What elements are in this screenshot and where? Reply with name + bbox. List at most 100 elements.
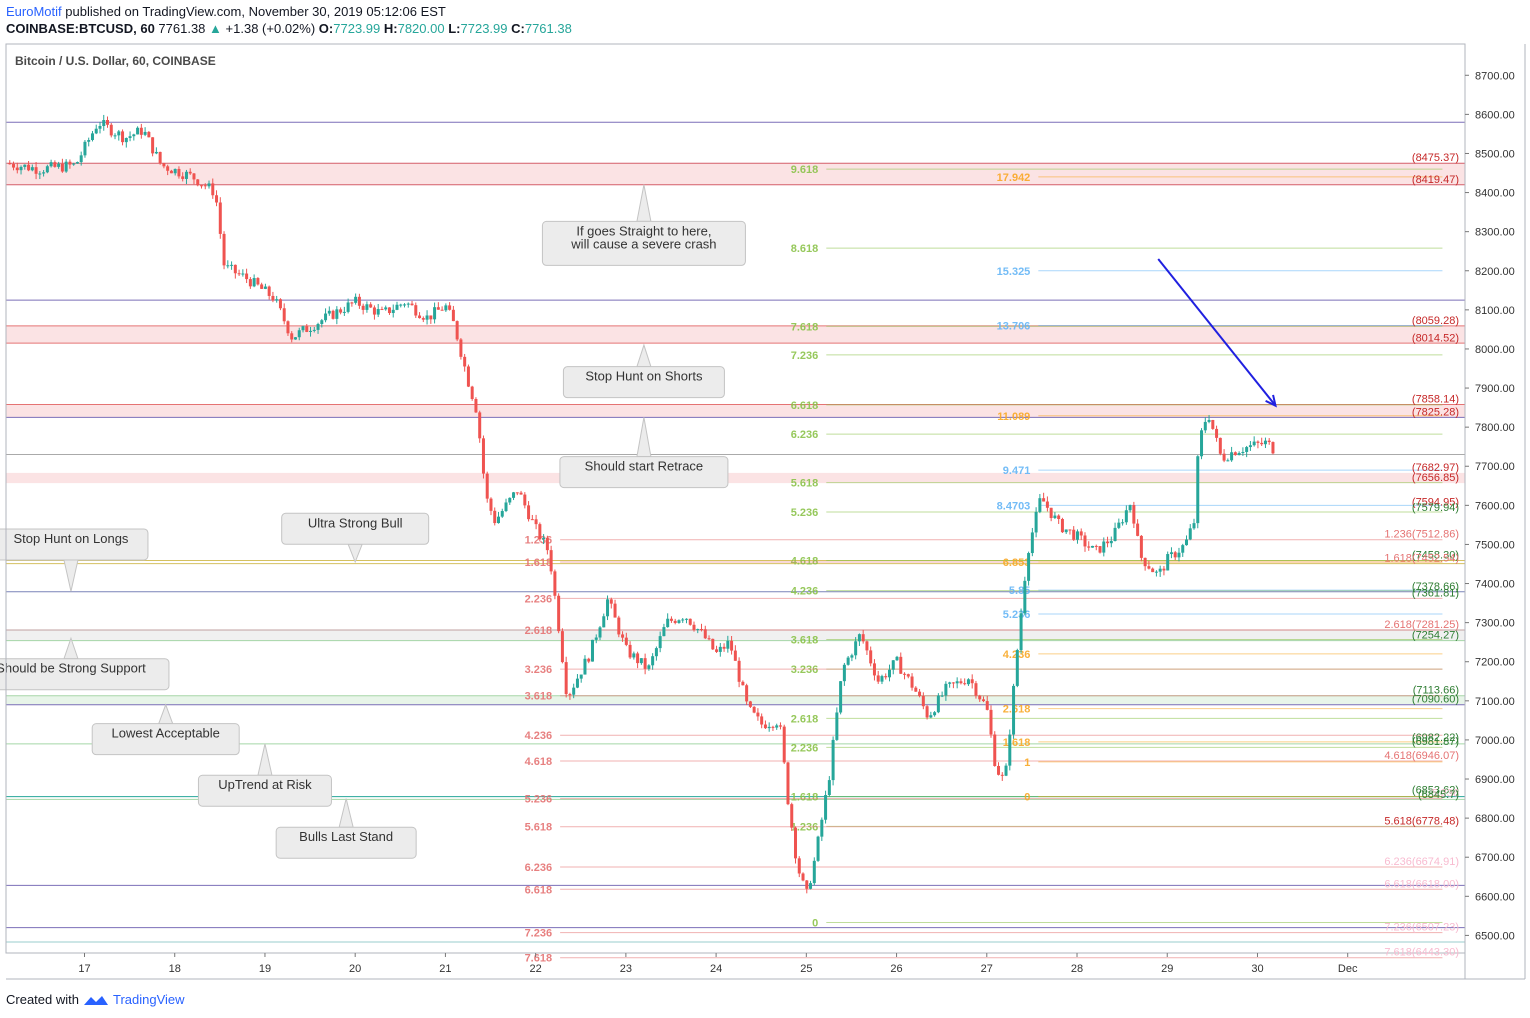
candle-body — [933, 712, 937, 716]
candle-body — [421, 318, 425, 320]
price-axis[interactable]: 6500.00 6600.00 6700.00 6800.00 6900.00 7000.… — [1465, 70, 1515, 942]
fib-label: 4.618 — [791, 555, 819, 567]
level-lines — [6, 121, 1465, 943]
x-tick-label: 28 — [1071, 963, 1083, 975]
candle-body — [1184, 539, 1188, 546]
candle-body — [433, 307, 437, 320]
candle-body — [763, 724, 767, 729]
fib-label: 0 — [1024, 792, 1030, 804]
candle-body — [395, 304, 399, 310]
fib-label: 9.471 — [1003, 465, 1031, 477]
y-tick-label: 8300.00 — [1475, 227, 1515, 239]
candle-body — [1053, 515, 1057, 519]
candle-body — [399, 304, 403, 306]
candle-body — [117, 131, 121, 136]
x-tick-label: 17 — [78, 963, 90, 975]
candle-body — [237, 273, 241, 275]
fib-label: 5.236 — [791, 507, 819, 519]
y-tick-label: 6600.00 — [1475, 891, 1515, 903]
y-tick-label: 8000.00 — [1475, 344, 1515, 356]
candle-body — [545, 537, 549, 551]
candle-body — [15, 167, 19, 171]
time-axis[interactable]: 17 18 19 20 21 22 23 24 25 26 27 28 29 30 Dec — [78, 953, 1358, 975]
candle-body — [891, 660, 895, 670]
fib-label: 7.618 — [791, 321, 819, 333]
level-price-label: 6.236(6674.91) — [1384, 856, 1459, 868]
y-tick-label: 7600.00 — [1475, 500, 1515, 512]
y-tick-label: 7900.00 — [1475, 383, 1515, 395]
level-price-label: (7825.28) — [1412, 406, 1459, 418]
candle-body — [75, 162, 79, 164]
candle-body — [320, 320, 324, 325]
candle-body — [583, 658, 587, 675]
candle-body — [925, 706, 929, 718]
callout-pointer — [63, 636, 79, 660]
candle-body — [827, 780, 831, 796]
fib-label: 5.618 — [525, 822, 553, 834]
high-label: H: — [383, 21, 398, 36]
candle-body — [846, 657, 850, 665]
level-price-label: (7594.95) — [1412, 496, 1459, 508]
tradingview-logo-icon — [83, 995, 108, 1005]
arrow-line — [1157, 258, 1277, 407]
candle-body — [1083, 535, 1087, 547]
candle-body — [1038, 498, 1042, 512]
candle-body — [711, 638, 715, 650]
candle-body — [906, 674, 910, 677]
candle-body — [824, 795, 828, 820]
fib-label: 7.236 — [791, 350, 819, 362]
callout-pointer — [157, 703, 174, 725]
y-tick-label: 6800.00 — [1475, 813, 1515, 825]
candle-body — [8, 163, 12, 165]
candle-body — [1034, 511, 1038, 533]
candle-body — [188, 171, 192, 174]
candle-body — [53, 162, 57, 167]
candle-body — [327, 310, 331, 314]
candle-body — [478, 412, 482, 439]
zone-band — [6, 629, 1465, 641]
author-link[interactable]: EuroMotif — [6, 4, 62, 19]
candle-body — [790, 804, 794, 828]
candle-body — [218, 202, 222, 234]
candle-body — [884, 676, 888, 678]
callout-text: Stop Hunt on Longs — [14, 531, 129, 546]
candle-body — [914, 687, 918, 692]
candle-body — [139, 127, 143, 135]
level-price-label: (8475.37) — [1412, 152, 1459, 164]
callout-box — [0, 658, 170, 691]
candle-body — [331, 310, 335, 319]
candle-body — [1094, 545, 1098, 547]
candle-body — [222, 233, 226, 266]
level-price-label: (7113.66) — [1413, 684, 1459, 696]
y-tick-label: 7100.00 — [1475, 696, 1515, 708]
publish-text: published on TradingView.com, November 3… — [65, 4, 446, 19]
candle-body — [669, 618, 673, 621]
tradingview-link[interactable]: TradingView — [112, 992, 185, 1007]
candle-body — [305, 326, 309, 332]
candle-body — [632, 653, 636, 658]
candle-body — [715, 649, 719, 652]
candle-body — [1000, 774, 1004, 776]
symbol-ohlc-row: COINBASE:BTCUSD, 60 7761.38 ▲ +1.38 (+0.… — [6, 21, 572, 36]
candle-body — [215, 195, 219, 203]
candle-body — [169, 170, 173, 174]
candle-body — [707, 638, 711, 640]
candle-body — [489, 498, 493, 511]
callout-box — [559, 456, 729, 489]
candle-body — [418, 315, 422, 319]
candle-body — [162, 163, 166, 167]
candle-body — [1098, 546, 1102, 553]
candle-body — [485, 473, 489, 499]
fib-label: 3.618 — [525, 691, 553, 703]
candle-body — [1207, 419, 1211, 422]
candle-body — [406, 303, 410, 305]
candle-body — [365, 304, 369, 310]
y-tick-label: 7800.00 — [1475, 422, 1515, 434]
candle-body — [816, 836, 820, 861]
candle-body — [869, 650, 873, 664]
candle-body — [203, 185, 207, 187]
level-price-label: (7361.81) — [1412, 587, 1459, 599]
candle-body — [921, 696, 925, 707]
callout-text: Bulls Last Stand — [299, 829, 393, 844]
